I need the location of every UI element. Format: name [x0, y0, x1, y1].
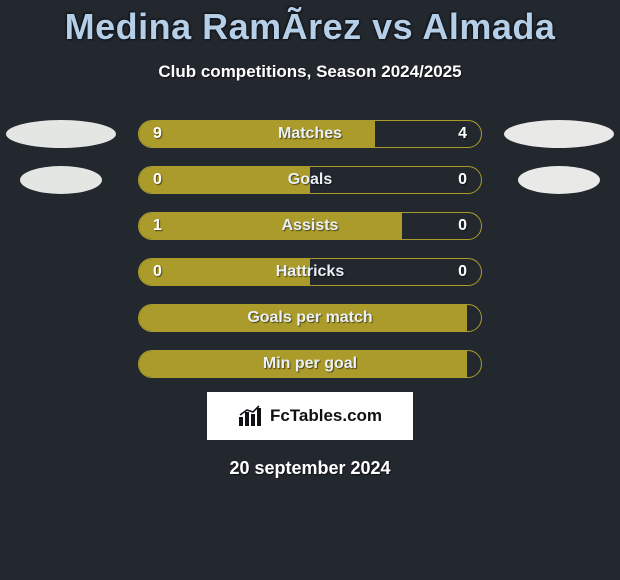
stat-bar: 00Goals	[138, 166, 482, 194]
player-ellipse-right	[504, 120, 614, 148]
stat-value-right: 0	[458, 263, 467, 281]
content-wrap: Medina RamÃ­rez vs Almada Club competiti…	[0, 0, 620, 580]
stat-value-left: 9	[153, 125, 162, 143]
stat-bar-left	[139, 305, 467, 331]
stat-value-right: 0	[458, 217, 467, 235]
stat-bar-right: 4	[375, 121, 481, 147]
stat-bar-right	[467, 305, 481, 331]
stat-row: Goals per match	[0, 304, 620, 332]
stat-bar: 00Hattricks	[138, 258, 482, 286]
stat-value-left: 0	[153, 171, 162, 189]
stat-bar: Goals per match	[138, 304, 482, 332]
stat-row: 94Matches	[0, 120, 620, 148]
stat-rows: 94Matches00Goals10Assists00HattricksGoal…	[0, 120, 620, 378]
stat-bar-right: 0	[310, 259, 481, 285]
stat-bar-right	[467, 351, 481, 377]
stat-bar-left: 0	[139, 167, 310, 193]
fctables-logo-text: FcTables.com	[270, 406, 382, 426]
player-ellipse-right	[518, 166, 600, 194]
stat-value-left: 1	[153, 217, 162, 235]
stat-row: 10Assists	[0, 212, 620, 240]
stat-bar-left: 9	[139, 121, 375, 147]
fctables-logo-icon	[238, 405, 264, 427]
player-ellipse-left	[20, 166, 102, 194]
stat-bar-left	[139, 351, 467, 377]
stat-row: Min per goal	[0, 350, 620, 378]
date-caption: 20 september 2024	[229, 458, 390, 479]
stat-value-right: 4	[458, 125, 467, 143]
fctables-logo: FcTables.com	[207, 392, 413, 440]
player-ellipse-left	[6, 120, 116, 148]
stat-bar: 10Assists	[138, 212, 482, 240]
stat-bar: Min per goal	[138, 350, 482, 378]
stat-value-right: 0	[458, 171, 467, 189]
page-subtitle: Club competitions, Season 2024/2025	[158, 62, 461, 82]
stat-bar-left: 0	[139, 259, 310, 285]
stat-bar-right: 0	[402, 213, 481, 239]
stat-bar-left: 1	[139, 213, 402, 239]
stat-bar: 94Matches	[138, 120, 482, 148]
page-title: Medina RamÃ­rez vs Almada	[65, 6, 556, 48]
stat-bar-right: 0	[310, 167, 481, 193]
stat-row: 00Goals	[0, 166, 620, 194]
stat-value-left: 0	[153, 263, 162, 281]
stat-row: 00Hattricks	[0, 258, 620, 286]
